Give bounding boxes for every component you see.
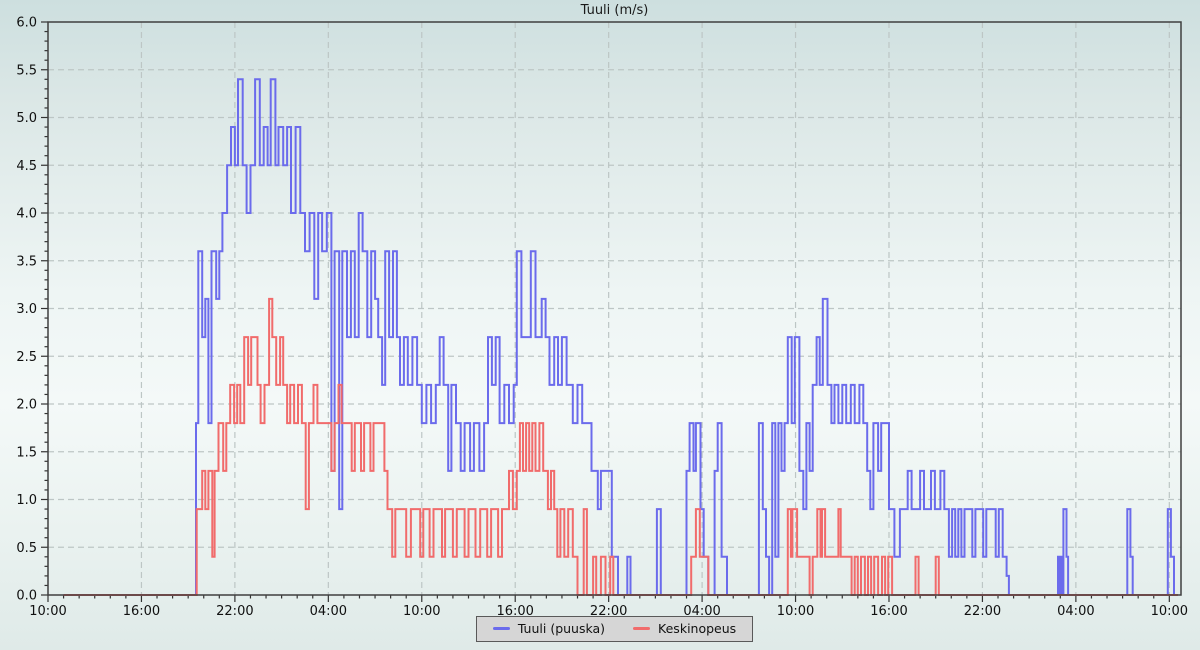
chart-legend: Tuuli (puuska) Keskinopeus [475, 616, 754, 642]
legend-swatch-average-icon [633, 627, 651, 630]
legend-swatch-gust-icon [492, 627, 510, 630]
svg-text:16:00: 16:00 [123, 604, 160, 619]
svg-text:3.5: 3.5 [16, 254, 37, 269]
svg-text:04:00: 04:00 [310, 604, 347, 619]
svg-text:04:00: 04:00 [1057, 604, 1094, 619]
svg-text:22:00: 22:00 [964, 604, 1001, 619]
svg-text:0.5: 0.5 [16, 541, 37, 556]
svg-text:10:00: 10:00 [1151, 604, 1188, 619]
chart-title: Tuuli (m/s) [580, 3, 649, 18]
svg-text:16:00: 16:00 [496, 604, 533, 619]
svg-text:1.5: 1.5 [16, 445, 37, 460]
svg-text:04:00: 04:00 [683, 604, 720, 619]
legend-label-average: Keskinopeus [658, 621, 737, 636]
svg-text:4.5: 4.5 [16, 159, 37, 174]
svg-text:6.0: 6.0 [16, 16, 37, 31]
svg-text:4.0: 4.0 [16, 207, 37, 222]
svg-text:2.0: 2.0 [16, 398, 37, 413]
legend-row: Tuuli (puuska) Keskinopeus [48, 616, 1181, 642]
svg-text:22:00: 22:00 [590, 604, 627, 619]
svg-text:16:00: 16:00 [870, 604, 907, 619]
svg-text:5.0: 5.0 [16, 111, 37, 126]
svg-text:0.0: 0.0 [16, 589, 37, 604]
svg-text:2.5: 2.5 [16, 350, 37, 365]
svg-text:22:00: 22:00 [216, 604, 253, 619]
svg-text:10:00: 10:00 [29, 604, 66, 619]
svg-text:10:00: 10:00 [777, 604, 814, 619]
svg-text:5.5: 5.5 [16, 63, 37, 78]
svg-text:3.0: 3.0 [16, 302, 37, 317]
svg-text:1.0: 1.0 [16, 493, 37, 508]
legend-item-gust: Tuuli (puuska) [492, 621, 606, 636]
legend-label-gust: Tuuli (puuska) [517, 621, 606, 636]
svg-text:10:00: 10:00 [403, 604, 440, 619]
legend-item-average: Keskinopeus [633, 621, 736, 636]
